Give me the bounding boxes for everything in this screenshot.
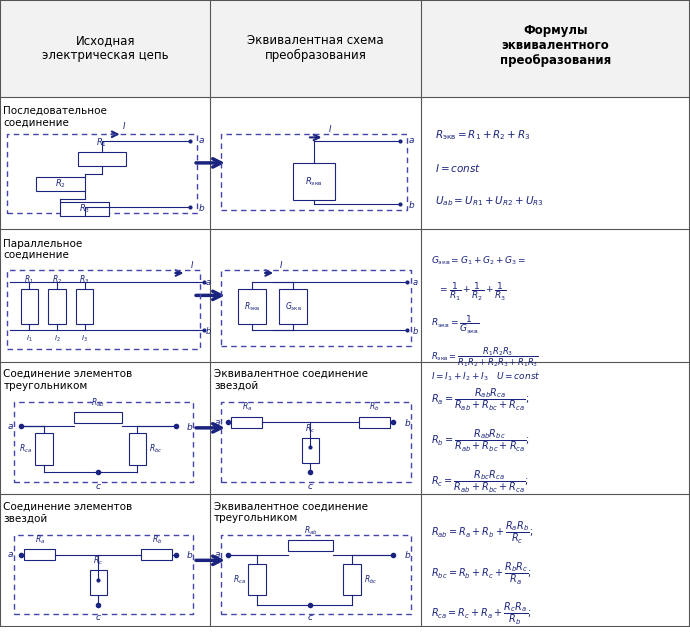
Text: $R_b=\dfrac{R_{ab}R_{bc}}{R_{ab}+R_{bc}+R_{ca}}$;: $R_b=\dfrac{R_{ab}R_{bc}}{R_{ab}+R_{bc}+… [431, 427, 530, 454]
Text: Эквивалентное соединение
звездой: Эквивалентное соединение звездой [214, 369, 368, 391]
Text: $R_{ab}$: $R_{ab}$ [304, 525, 317, 537]
Text: $R_{ca}=R_c+R_a+\dfrac{R_c R_a}{R_b}$;: $R_{ca}=R_c+R_a+\dfrac{R_c R_a}{R_b}$; [431, 601, 532, 627]
Text: $R_1$: $R_1$ [24, 273, 34, 286]
Text: $R_{\rm экв} = R_1 + R_2 + R_3$: $R_{\rm экв} = R_1 + R_2 + R_3$ [435, 128, 531, 142]
Text: $R_{bc}=R_b+R_c+\dfrac{R_b R_c}{R_a}$;: $R_{bc}=R_b+R_c+\dfrac{R_b R_c}{R_a}$; [431, 560, 532, 587]
Text: $R_2$: $R_2$ [52, 273, 62, 286]
Text: $a$: $a$ [412, 278, 419, 287]
Text: $R_{ab}=R_a+R_b+\dfrac{R_a R_b}{R_c}$;: $R_{ab}=R_a+R_b+\dfrac{R_a R_b}{R_c}$; [431, 519, 533, 546]
Text: $I_2$: $I_2$ [54, 334, 60, 344]
Text: $I$: $I$ [328, 123, 332, 134]
Text: Формулы
эквивалентного
преобразования: Формулы эквивалентного преобразования [500, 23, 611, 66]
Text: Исходная
электрическая цепь: Исходная электрическая цепь [42, 34, 168, 62]
Bar [35, 434, 52, 465]
Bar [77, 152, 126, 166]
Text: $I_3$: $I_3$ [81, 334, 88, 344]
Bar [21, 289, 38, 323]
Text: $c$: $c$ [95, 613, 101, 622]
Bar [302, 437, 319, 463]
Text: $U_{ab} = U_{R1} + U_{R2} + U_{R3}$: $U_{ab} = U_{R1} + U_{R2} + U_{R3}$ [435, 194, 544, 208]
Text: $R_{ca}$: $R_{ca}$ [19, 443, 32, 455]
Text: $G_{\rm экв}$: $G_{\rm экв}$ [285, 300, 302, 313]
Text: $a$: $a$ [198, 136, 205, 145]
Text: $I$: $I$ [279, 259, 284, 270]
Text: Соединение элементов
треугольником: Соединение элементов треугольником [3, 369, 132, 391]
Bar [288, 540, 333, 551]
Text: $a$: $a$ [214, 418, 221, 427]
Text: $a$: $a$ [205, 278, 212, 287]
Text: Соединение элементов
звездой: Соединение элементов звездой [3, 501, 132, 523]
Bar [36, 177, 84, 191]
Text: Последовательное
соединение: Последовательное соединение [3, 106, 108, 128]
Text: Эквивалентная схема
преобразования: Эквивалентная схема преобразования [247, 34, 384, 63]
Text: $c$: $c$ [307, 613, 314, 622]
Text: $R_{\rm экв}=\dfrac{R_1 R_2 R_3}{R_1 R_2+R_2 R_3+R_1 R_3}$: $R_{\rm экв}=\dfrac{R_1 R_2 R_3}{R_1 R_2… [431, 345, 539, 368]
Bar [60, 202, 108, 216]
Text: $b$: $b$ [186, 549, 194, 560]
Text: $R_b$: $R_b$ [152, 534, 162, 546]
Text: $I$: $I$ [190, 259, 194, 270]
Text: $b$: $b$ [404, 549, 411, 560]
Text: $R_a$: $R_a$ [34, 534, 45, 546]
Bar [248, 564, 266, 595]
Text: $G_{\rm экв}=G_1+G_2+G_3=$: $G_{\rm экв}=G_1+G_2+G_3=$ [431, 254, 526, 266]
Text: $R_3$: $R_3$ [79, 203, 90, 215]
Text: $R_{\rm экв}=\dfrac{1}{G_{\rm экв}}$: $R_{\rm экв}=\dfrac{1}{G_{\rm экв}}$ [431, 314, 480, 336]
Text: $R_3$: $R_3$ [79, 273, 90, 286]
Text: $c$: $c$ [95, 482, 101, 491]
Text: $R_c=\dfrac{R_{bc}R_{ca}}{R_{ab}+R_{bc}+R_{ca}}$;: $R_c=\dfrac{R_{bc}R_{ca}}{R_{ab}+R_{bc}+… [431, 468, 529, 495]
Bar [90, 570, 107, 595]
Bar [238, 289, 266, 323]
Bar [128, 434, 146, 465]
Text: $R_{ca}$: $R_{ca}$ [233, 573, 246, 586]
Text: $I = const$: $I = const$ [435, 163, 481, 175]
Text: $R_c$: $R_c$ [306, 422, 315, 435]
Text: $b$: $b$ [205, 325, 212, 335]
Bar [344, 564, 360, 595]
Bar [279, 289, 307, 323]
Text: $a$: $a$ [7, 422, 14, 430]
Bar [359, 417, 390, 428]
Text: $b$: $b$ [186, 420, 194, 432]
Text: $R_c$: $R_c$ [93, 555, 104, 567]
Bar [293, 163, 335, 201]
Bar [24, 549, 55, 560]
Bar [0, 0, 690, 97]
Text: $R_2$: $R_2$ [55, 177, 66, 190]
Bar [74, 411, 122, 423]
Text: $R_{ab}$: $R_{ab}$ [92, 396, 105, 408]
Text: $c$: $c$ [307, 482, 314, 491]
Text: $R_{\rm экв}$: $R_{\rm экв}$ [305, 175, 323, 188]
Text: $I$: $I$ [123, 120, 127, 131]
Text: Эквивалентное соединение
треугольником: Эквивалентное соединение треугольником [214, 501, 368, 523]
Bar [48, 289, 66, 323]
Text: Параллельное
соединение: Параллельное соединение [3, 239, 83, 260]
Text: $b$: $b$ [412, 325, 419, 335]
Text: $a$: $a$ [7, 550, 14, 559]
Text: $R_a$: $R_a$ [241, 401, 252, 413]
Text: $b$: $b$ [198, 202, 206, 213]
Text: $a$: $a$ [408, 136, 415, 145]
Bar [231, 417, 262, 428]
Text: $I_1$: $I_1$ [26, 334, 32, 344]
Text: $b$: $b$ [408, 199, 416, 210]
Text: $a$: $a$ [214, 550, 221, 559]
Text: $R_1$: $R_1$ [97, 136, 107, 149]
Text: $R_{\rm экв}$: $R_{\rm экв}$ [244, 300, 260, 313]
Text: $R_b$: $R_b$ [369, 401, 380, 413]
Text: $R_{bc}$: $R_{bc}$ [364, 573, 377, 586]
Bar [76, 289, 93, 323]
Text: $=\dfrac{1}{R_1}+\dfrac{1}{R_2}+\dfrac{1}{R_3}$: $=\dfrac{1}{R_1}+\dfrac{1}{R_2}+\dfrac{1… [438, 280, 507, 303]
Text: $I=I_1+I_2+I_3 \quad U=const$: $I=I_1+I_2+I_3 \quad U=const$ [431, 370, 541, 382]
Text: $R_a=\dfrac{R_{ab}R_{ca}}{R_{ab}+R_{bc}+R_{ca}}$;: $R_a=\dfrac{R_{ab}R_{ca}}{R_{ab}+R_{bc}+… [431, 387, 529, 413]
Text: $R_{bc}$: $R_{bc}$ [149, 443, 163, 455]
Bar [141, 549, 172, 560]
Text: $b$: $b$ [404, 417, 411, 428]
